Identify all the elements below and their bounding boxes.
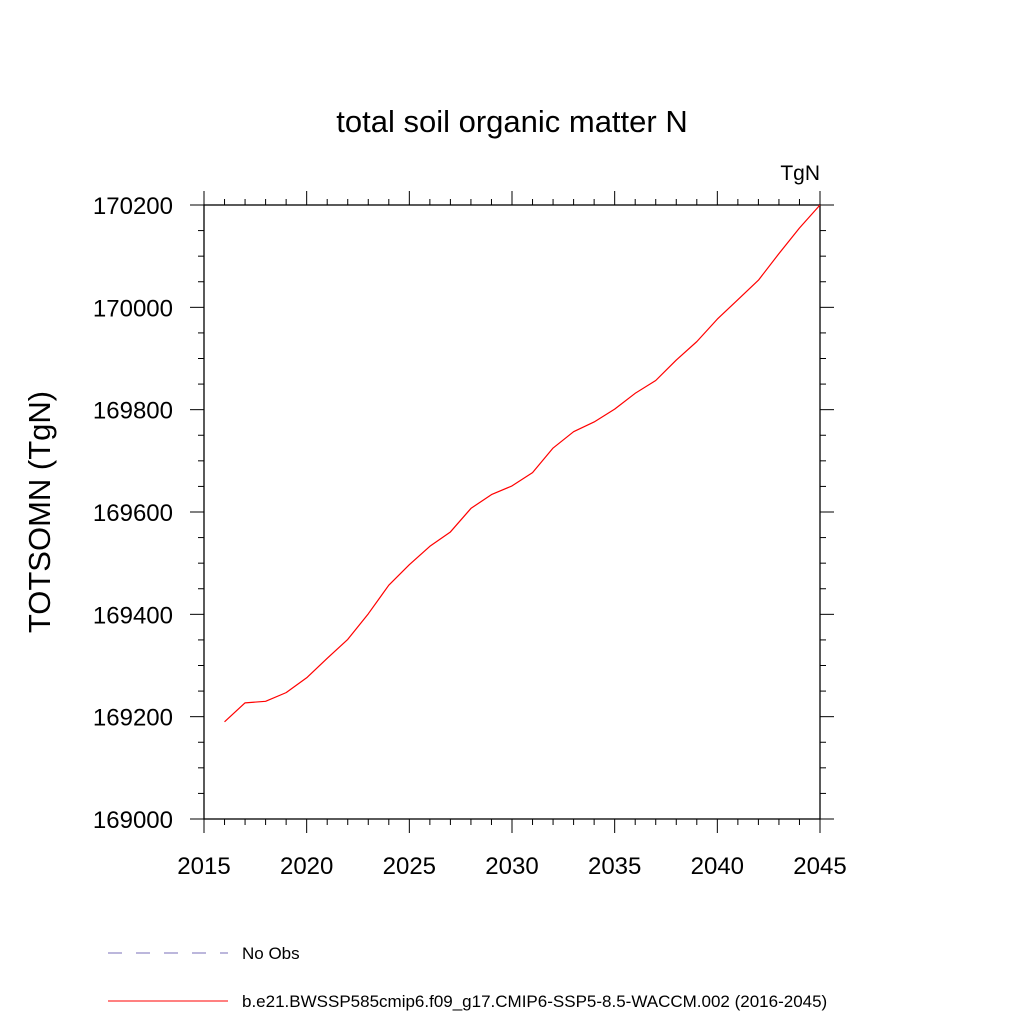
- x-tick-label: 2015: [177, 853, 230, 880]
- x-tick-label: 2040: [691, 853, 744, 880]
- legend-label-no-obs: No Obs: [242, 944, 300, 963]
- y-tick-label: 169400: [93, 602, 173, 629]
- chart-title: total soil organic matter N: [336, 104, 687, 139]
- x-tick-labels: 2015 2020 2025 2030 2035 2040 2045: [177, 853, 846, 880]
- y-tick-label: 169800: [93, 398, 173, 425]
- y-axis-label: TOTSOMN (TgN): [22, 391, 57, 633]
- y-tick-labels: 169000 169200 169400 169600 169800 170000 1702…: [93, 193, 173, 834]
- legend-label-model: b.e21.BWSSP585cmip6.f09_g17.CMIP6-SSP5-8…: [242, 992, 827, 1011]
- plot-frame: [203, 204, 821, 820]
- x-tick-label: 2020: [280, 853, 333, 880]
- y-tick-label: 170000: [93, 295, 173, 322]
- x-tick-label: 2030: [485, 853, 538, 880]
- legend: No Obs b.e21.BWSSP585cmip6.f09_g17.CMIP6…: [108, 944, 827, 1011]
- y-tick-label: 169000: [93, 807, 173, 834]
- series-group: [224, 204, 821, 723]
- axis-ticks: [190, 191, 834, 833]
- x-tick-label: 2045: [793, 853, 846, 880]
- y-tick-label: 169200: [93, 705, 173, 732]
- series-line: [224, 204, 821, 723]
- units-label: TgN: [780, 162, 820, 185]
- x-tick-label: 2035: [588, 853, 641, 880]
- y-tick-label: 170200: [93, 193, 173, 220]
- y-tick-label: 169600: [93, 500, 173, 527]
- x-tick-label: 2025: [383, 853, 436, 880]
